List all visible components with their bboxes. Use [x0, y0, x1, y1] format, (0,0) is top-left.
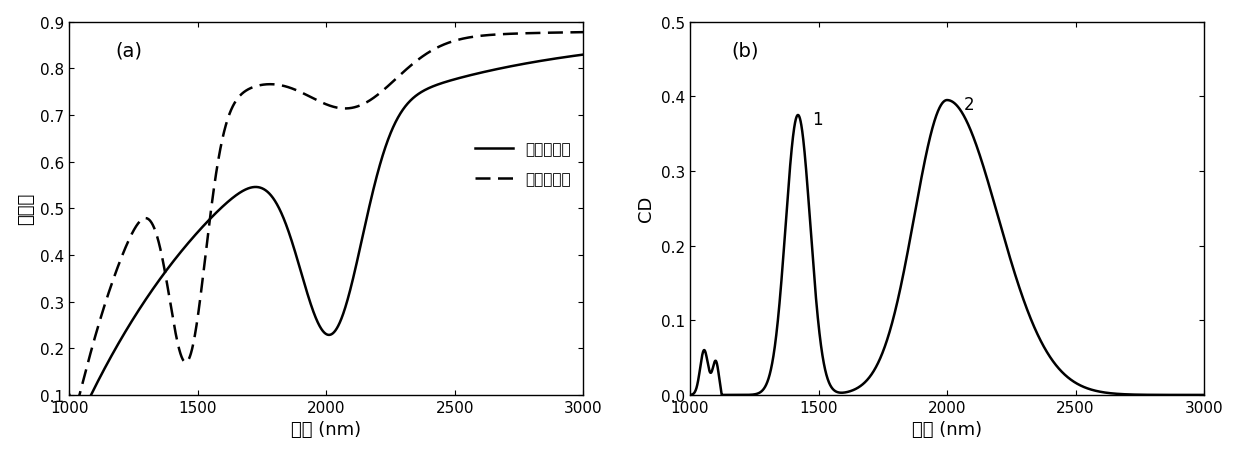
Text: (a): (a) — [115, 41, 143, 60]
右旋圆偏光 — [575, 53, 590, 58]
Text: (b): (b) — [732, 41, 759, 60]
左旋圆偏光 — [560, 30, 575, 36]
Y-axis label: 透射率: 透射率 — [16, 193, 35, 225]
左旋圆偏光 — [281, 86, 296, 91]
Line: 左旋圆偏光: 左旋圆偏光 — [69, 33, 583, 410]
Line: 右旋圆偏光: 右旋圆偏光 — [69, 56, 583, 421]
Y-axis label: CD: CD — [637, 196, 656, 222]
右旋圆偏光 — [306, 310, 321, 315]
右旋圆偏光 — [68, 419, 83, 424]
右旋圆偏光 — [534, 59, 549, 64]
Text: 1: 1 — [812, 111, 822, 128]
左旋圆偏光 — [435, 43, 450, 49]
Legend: 右旋圆偏光, 左旋圆偏光: 右旋圆偏光, 左旋圆偏光 — [470, 137, 575, 191]
左旋圆偏光 — [575, 30, 590, 36]
右旋圆偏光 — [435, 81, 450, 86]
左旋圆偏光 — [306, 96, 321, 102]
X-axis label: 波长 (nm): 波长 (nm) — [911, 420, 982, 438]
右旋圆偏光 — [281, 232, 296, 238]
左旋圆偏光 — [278, 84, 293, 90]
左旋圆偏光 — [62, 392, 77, 398]
左旋圆偏光 — [66, 408, 81, 413]
Text: 2: 2 — [963, 96, 975, 114]
右旋圆偏光 — [62, 392, 77, 398]
左旋圆偏光 — [534, 31, 549, 36]
X-axis label: 波长 (nm): 波长 (nm) — [291, 420, 361, 438]
右旋圆偏光 — [278, 221, 293, 226]
右旋圆偏光 — [560, 55, 575, 61]
